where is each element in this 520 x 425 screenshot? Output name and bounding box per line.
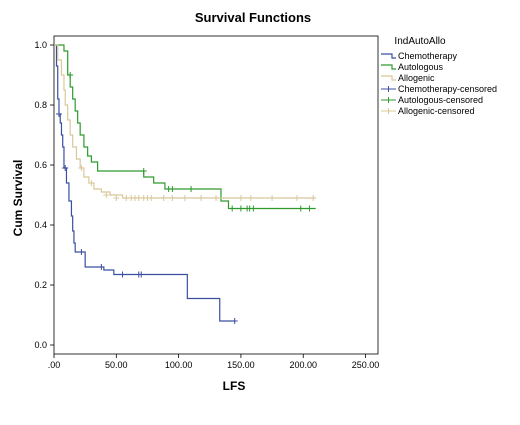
series-allogenic [54, 44, 317, 201]
censored-mark-autologous [140, 168, 147, 174]
series-chemotherapy [54, 44, 238, 324]
y-axis-label: Cum Survival [11, 160, 25, 237]
censored-mark-chemotherapy [119, 271, 126, 278]
legend-item: Autologous-censored [381, 95, 483, 105]
censored-mark-allogenic [213, 195, 219, 201]
x-tick-label: 200.00 [289, 360, 317, 370]
legend-title: IndAutoAllo [394, 36, 446, 47]
legend-label: Allogenic-censored [398, 106, 475, 116]
y-tick-label: 0.4 [34, 220, 47, 230]
legend-item: Chemotherapy-censored [381, 84, 497, 94]
censored-mark-allogenic [103, 192, 110, 198]
survival-line-autologous [54, 44, 316, 210]
legend-swatch-plus [381, 108, 396, 114]
legend-label: Autologous [398, 62, 444, 72]
censored-mark-allogenic [160, 195, 167, 201]
censored-mark-chemotherapy [78, 249, 85, 255]
censored-mark-autologous [297, 205, 304, 212]
legend-swatch-line [381, 53, 396, 59]
censored-mark-autologous [306, 205, 313, 212]
legend-swatch-line [381, 75, 396, 81]
legend-label: Allogenic [398, 73, 435, 83]
series-autologous [54, 44, 316, 212]
censored-mark-allogenic [88, 180, 95, 186]
survival-line-allogenic [54, 44, 316, 199]
y-tick-label: 0.2 [34, 280, 47, 290]
legend-items: ChemotherapyAutologousAllogenicChemother… [381, 51, 497, 116]
chart-title: Survival Functions [195, 10, 311, 25]
legend-label: Chemotherapy-censored [398, 84, 497, 94]
censored-mark-autologous [250, 205, 257, 212]
series-layer [54, 44, 317, 324]
x-tick-label: 50.00 [105, 360, 128, 370]
legend-item: Allogenic-censored [381, 106, 475, 116]
censored-mark-chemotherapy [231, 318, 238, 324]
legend-item: Autologous [381, 62, 444, 72]
censored-mark-autologous [188, 186, 195, 192]
censored-mark-allogenic [78, 165, 85, 171]
censored-mark-allogenic [269, 195, 276, 201]
y-tick-label: 0.6 [34, 160, 47, 170]
censored-mark-allogenic [198, 195, 205, 201]
legend-swatch-line [381, 64, 396, 70]
censored-mark-allogenic [169, 195, 176, 201]
censored-mark-autologous [67, 72, 74, 78]
censored-mark-allogenic [113, 195, 120, 201]
legend-item: Chemotherapy [381, 51, 458, 61]
x-axis-label: LFS [223, 379, 246, 393]
legend-swatch-plus [381, 97, 396, 103]
censored-mark-allogenic [310, 195, 317, 201]
y-tick-label: 0.8 [34, 100, 47, 110]
censored-mark-chemotherapy [138, 271, 145, 278]
y-tick-label: 0.0 [34, 340, 47, 350]
censored-mark-allogenic [148, 195, 155, 201]
censored-mark-chemotherapy [55, 111, 62, 117]
y-tick-label: 1.0 [34, 40, 47, 50]
legend-label: Autologous-censored [398, 95, 483, 105]
x-axis: .00 50.00 100.00 150.00 200.00 250.00 [48, 354, 380, 370]
legend-item: Allogenic [381, 73, 435, 83]
x-tick-label: .00 [48, 360, 61, 370]
censored-mark-autologous [237, 205, 244, 212]
censored-mark-chemotherapy [98, 264, 105, 270]
censored-mark-autologous [229, 205, 236, 212]
x-tick-label: 100.00 [165, 360, 193, 370]
censored-mark-allogenic [237, 195, 244, 201]
censored-mark-autologous [169, 186, 176, 192]
legend: IndAutoAllo ChemotherapyAutologousAlloge… [381, 36, 497, 116]
plot-area-frame [53, 35, 379, 355]
legend-label: Chemotherapy [398, 51, 458, 61]
x-tick-label: 250.00 [352, 360, 380, 370]
censored-mark-chemotherapy [62, 165, 69, 171]
censored-mark-allogenic [247, 195, 254, 201]
y-axis: 0.0 0.2 0.4 0.6 0.8 1.0 [34, 40, 54, 350]
censored-mark-allogenic [294, 195, 300, 201]
censored-mark-allogenic [181, 195, 188, 201]
x-tick-label: 150.00 [227, 360, 255, 370]
legend-swatch-plus [381, 86, 396, 92]
